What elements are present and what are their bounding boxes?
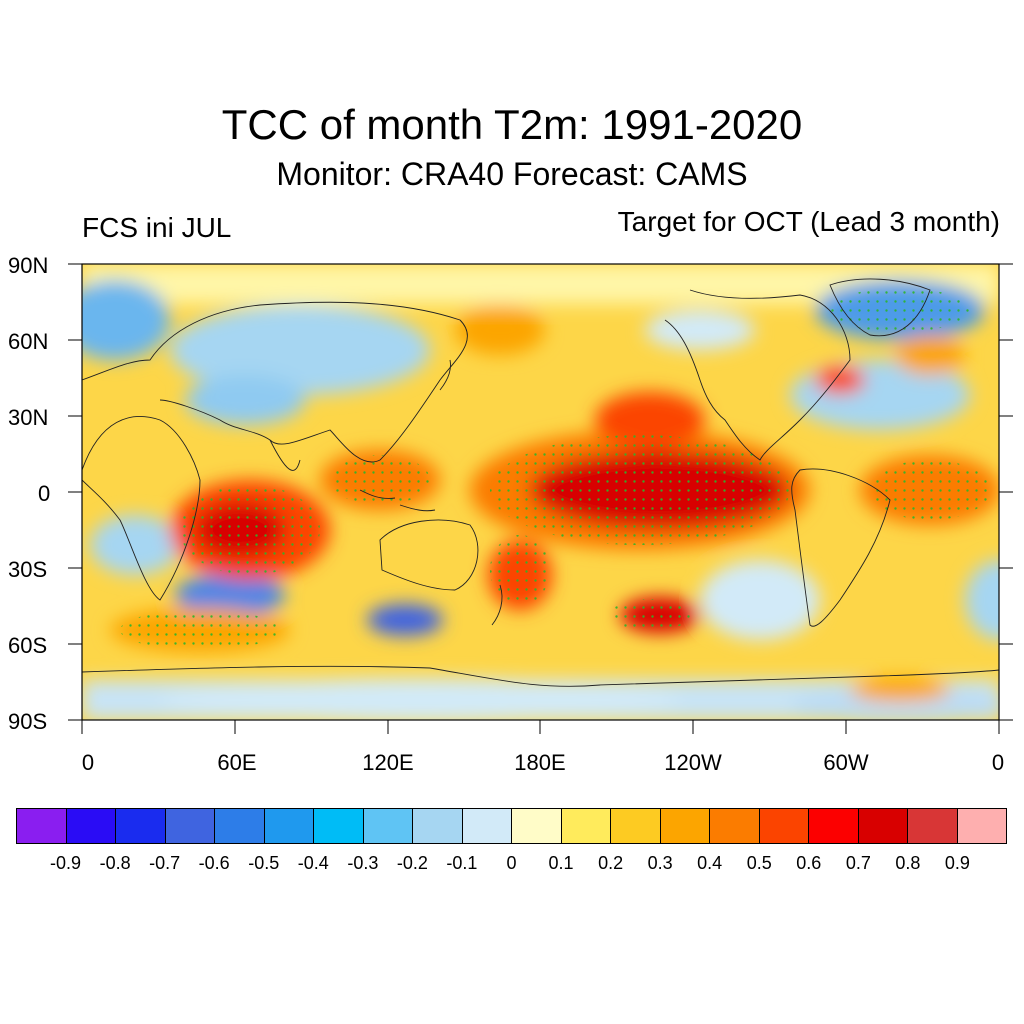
legend-swatch [116, 808, 166, 844]
target-label: Target for OCT (Lead 3 month) [617, 206, 1000, 237]
lat-label: 30S [8, 557, 48, 582]
legend-label: 0.8 [895, 853, 921, 873]
lat-label: 90N [8, 253, 49, 278]
chart-subtitle: Monitor: CRA40 Forecast: CAMS [276, 156, 748, 192]
legend-label: -0.6 [198, 853, 230, 873]
legend-swatch [759, 808, 809, 844]
legend-swatch [908, 808, 958, 844]
legend-label: 0.3 [647, 853, 673, 873]
lat-label: 30N [8, 405, 49, 430]
legend-label: -0.5 [248, 853, 280, 873]
legend-swatch [215, 808, 265, 844]
legend-swatch [561, 808, 611, 844]
lat-label: 60N [8, 329, 49, 354]
legend-swatch [413, 808, 463, 844]
legend-swatch [363, 808, 413, 844]
legend-swatch [16, 808, 67, 844]
map-field [82, 264, 999, 720]
lat-label: 60S [8, 633, 48, 658]
legend-label: -0.9 [50, 853, 82, 873]
legend-swatch [858, 808, 908, 844]
lon-label: 0 [991, 750, 1005, 775]
legend-label: -0.1 [446, 853, 478, 873]
lon-label: 60W [823, 750, 869, 775]
legend-label: -0.4 [297, 853, 329, 873]
legend-label: 0.9 [944, 853, 970, 873]
legend-swatch [264, 808, 314, 844]
legend-swatch [462, 808, 512, 844]
legend-label: 0.5 [746, 853, 772, 873]
lat-label: 90S [8, 709, 48, 734]
legend-label: 0.4 [697, 853, 723, 873]
legend-label: 0.6 [796, 853, 822, 873]
legend-label: -0.2 [396, 853, 428, 873]
legend-label: 0.7 [845, 853, 871, 873]
legend-swatch [809, 808, 859, 844]
legend-swatch [512, 808, 562, 844]
legend-swatch [710, 808, 760, 844]
lon-label: 120W [664, 750, 722, 775]
legend-swatch [660, 808, 710, 844]
lon-label: 180E [514, 750, 566, 775]
chart-title: TCC of month T2m: 1991-2020 [221, 101, 803, 148]
lon-label: 120E [362, 750, 414, 775]
legend-swatch [957, 808, 1007, 844]
legend-swatch [165, 808, 215, 844]
legend-label: 0 [506, 853, 517, 873]
axis-ticks [68, 263, 1013, 734]
legend-label: -0.8 [99, 853, 131, 873]
lat-label: 0 [38, 481, 51, 506]
legend-swatch [66, 808, 116, 844]
legend-label: 0.2 [598, 853, 624, 873]
legend-label: 0.1 [548, 853, 574, 873]
lon-label: 60E [217, 750, 257, 775]
lon-label: 0 [81, 750, 95, 775]
legend-label: -0.3 [347, 853, 379, 873]
legend-swatch [314, 808, 364, 844]
color-legend [16, 808, 1007, 844]
init-label: FCS ini JUL [82, 212, 232, 243]
legend-swatch [611, 808, 661, 844]
legend-label: -0.7 [149, 853, 181, 873]
